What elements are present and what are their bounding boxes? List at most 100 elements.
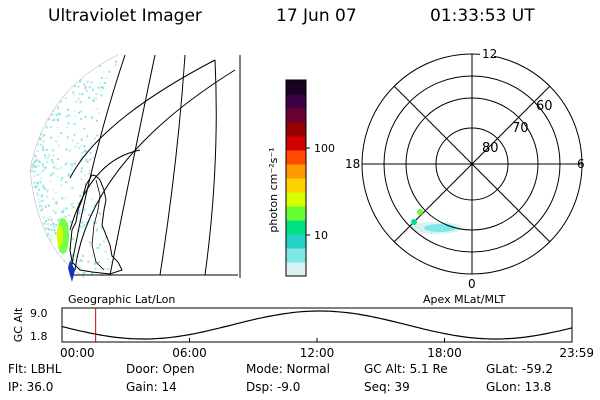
aurora-pixel	[77, 219, 80, 222]
aurora-pixel	[42, 216, 45, 219]
aurora-pixel	[52, 91, 55, 94]
latitude-line	[74, 69, 236, 271]
aurora-pixel	[80, 66, 83, 68]
mlt-label-6: 6	[577, 157, 585, 171]
aurora-pixel	[33, 165, 35, 168]
aurora-pixel	[58, 267, 61, 270]
aurora-pixel	[64, 181, 67, 184]
aurora-pixel	[78, 111, 80, 114]
aurora-pixel	[44, 114, 47, 117]
aurora-pixel	[44, 112, 47, 115]
aurora-pixel	[86, 160, 89, 163]
colorbar-tick-label: 100	[314, 142, 335, 155]
coastline	[69, 174, 123, 275]
seq-info: Seq: 39	[364, 380, 410, 394]
aurora-pixel	[61, 86, 64, 89]
aurora-pixel	[82, 191, 85, 194]
aurora-pixel	[84, 85, 87, 88]
aurora-pixel	[94, 97, 97, 100]
aurora-pixel	[51, 188, 54, 191]
aurora-pixel	[97, 261, 100, 264]
aurora-pixel	[91, 272, 93, 275]
aurora-pixel	[71, 79, 74, 82]
colorbar-unit-label: photon cm⁻²s⁻¹	[267, 147, 280, 232]
aurora-pixel	[43, 117, 45, 120]
aurora-pixel	[57, 219, 59, 222]
aurora-pixel	[83, 61, 86, 64]
aurora-pixel	[57, 75, 60, 78]
aurora-pixel	[49, 180, 52, 183]
aurora-pixel	[48, 242, 51, 245]
aurora-pixel	[72, 206, 75, 209]
latitude-line	[69, 59, 216, 179]
aurora-pixel	[60, 184, 63, 187]
aurora-pixel	[55, 224, 58, 227]
aurora-pixel	[101, 226, 104, 229]
aurora-pixel	[92, 98, 94, 101]
aurora-pixel	[78, 212, 81, 215]
aurora-pixel	[52, 222, 54, 225]
aurora-pixel	[54, 232, 57, 235]
aurora-pixel	[55, 192, 58, 195]
aurora-pixel	[99, 88, 102, 91]
aurora-pixel	[64, 71, 67, 74]
aurora-pixel	[89, 151, 92, 154]
aurora-pixel	[61, 176, 64, 179]
aurora-pixel	[51, 158, 53, 161]
aurora-pixel	[58, 87, 61, 90]
aurora-pixel	[92, 156, 95, 159]
aurora-pixel	[38, 161, 41, 164]
aurora-pixel	[68, 173, 71, 176]
aurora-pixel	[106, 268, 109, 271]
mlt-label-0: 0	[468, 277, 476, 291]
aurora-pixel	[82, 67, 85, 70]
aurora-pixel	[77, 202, 80, 205]
meridian-line	[204, 59, 217, 276]
aurora-pixel	[77, 210, 80, 213]
aurora-pixel	[74, 100, 77, 103]
colorbar-cell	[286, 108, 306, 123]
aurora-pixel	[81, 155, 84, 158]
aurora-pixel	[69, 61, 72, 64]
aurora-pixel	[103, 268, 106, 271]
aurora-pixel	[93, 263, 96, 266]
aurora-pixel	[54, 73, 57, 76]
aurora-pixel	[84, 182, 87, 185]
aurora-pixel	[53, 226, 56, 229]
aurora-pixel	[56, 175, 59, 178]
altitude-curve	[61, 310, 573, 340]
aurora-pixel	[70, 220, 73, 223]
aurora-pixel	[100, 94, 103, 97]
aurora-pixel	[53, 108, 56, 111]
aurora-pixel	[41, 163, 44, 166]
aurora-pixel	[55, 269, 58, 272]
aurora-pixel	[45, 112, 48, 115]
aurora-pixel	[52, 198, 55, 201]
aurora-pixel	[53, 118, 56, 121]
aurora-pixel	[69, 70, 72, 73]
aurora-pixel	[67, 214, 70, 217]
aurora-pixel	[58, 113, 61, 116]
aurora-pixel	[95, 227, 98, 229]
aurora-pixel	[69, 66, 72, 69]
aurora-pixel	[46, 160, 48, 163]
colorbar-cell	[286, 220, 306, 235]
aurora-pixel	[31, 166, 34, 169]
aurora-pixel	[52, 92, 55, 95]
aurora-pixel	[57, 269, 60, 272]
aurora-core	[57, 225, 63, 247]
aurora-pixel	[51, 253, 54, 256]
aurora-pixel	[100, 76, 103, 79]
colorbar-tick-label: 10	[314, 229, 328, 242]
aurora-pixel	[43, 122, 45, 125]
aurora-pixel	[73, 122, 76, 125]
aurora-pixel	[57, 261, 60, 264]
aurora-pixel	[51, 82, 54, 85]
aurora-pixel	[61, 63, 64, 66]
aurora-pixel	[34, 160, 37, 163]
aurora-pixel	[82, 60, 85, 63]
ip-info: IP: 36.0	[8, 380, 54, 394]
aurora-pixel	[95, 222, 98, 225]
aurora-pixel	[64, 215, 67, 218]
aurora-pixel	[34, 154, 37, 157]
